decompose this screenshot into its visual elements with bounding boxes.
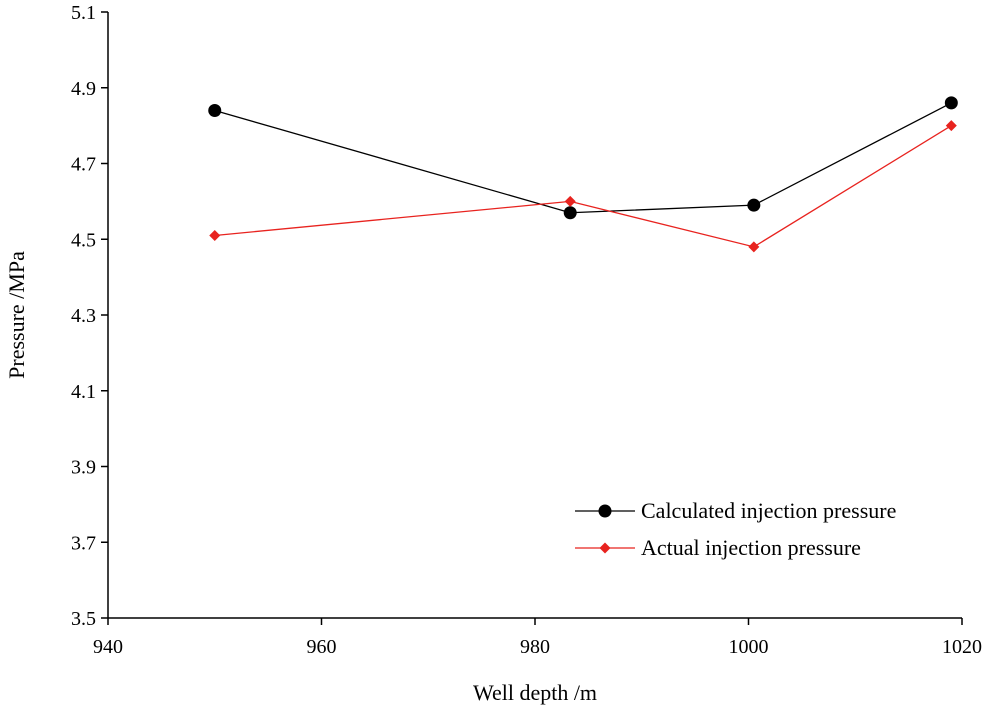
series-calculated xyxy=(208,96,958,220)
x-axis-label: Well depth /m xyxy=(473,680,597,705)
legend-entry: Calculated injection pressure xyxy=(575,498,896,523)
x-tick-label: 980 xyxy=(520,636,550,658)
series-line xyxy=(214,125,952,248)
data-point xyxy=(564,195,576,207)
legend-label: Actual injection pressure xyxy=(641,535,861,560)
data-point xyxy=(748,241,760,253)
x-tick-label: 940 xyxy=(93,636,123,658)
x-tick-label: 1000 xyxy=(729,636,769,658)
data-point xyxy=(944,96,958,110)
data-point xyxy=(747,198,761,212)
series-group xyxy=(208,96,958,253)
y-axis-label: Pressure /MPa xyxy=(4,251,29,379)
y-tick-label: 3.9 xyxy=(71,457,96,479)
legend-label: Calculated injection pressure xyxy=(641,498,896,523)
data-point xyxy=(563,206,577,220)
y-tick-label: 3.7 xyxy=(71,532,96,554)
x-tick-label: 1020 xyxy=(942,636,982,658)
data-point xyxy=(209,229,221,241)
y-tick-label: 3.5 xyxy=(71,608,96,630)
y-tick-label: 4.1 xyxy=(71,381,96,403)
legend-marker xyxy=(598,504,612,518)
series-actual xyxy=(209,120,957,253)
legend-marker xyxy=(599,542,611,554)
data-point xyxy=(208,103,222,117)
axes xyxy=(107,12,962,619)
y-tick-label: 4.3 xyxy=(71,305,96,327)
x-axis-ticks: 940 960 980 1000 1020 xyxy=(93,618,982,658)
y-tick-label: 4.7 xyxy=(71,154,96,176)
legend: Calculated injection pressure Actual inje… xyxy=(575,498,896,560)
y-axis-ticks: 3.5 3.7 3.9 4.1 4.3 4.5 4.7 4.9 5.1 xyxy=(71,2,108,630)
series-line xyxy=(214,102,952,214)
legend-entry: Actual injection pressure xyxy=(575,535,861,560)
data-point xyxy=(945,120,957,132)
x-tick-label: 960 xyxy=(307,636,337,658)
y-tick-label: 4.5 xyxy=(71,229,96,251)
y-tick-label: 4.9 xyxy=(71,78,96,100)
y-tick-label: 5.1 xyxy=(71,2,96,24)
